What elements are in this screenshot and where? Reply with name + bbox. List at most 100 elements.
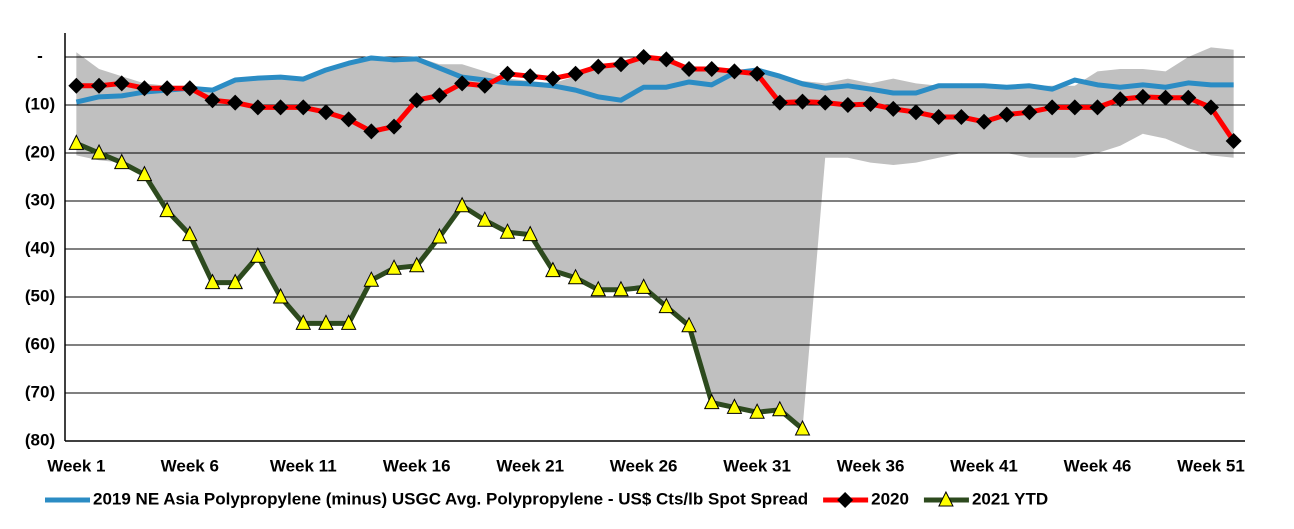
marker [408,256,425,273]
marker [1089,99,1106,116]
marker [635,278,652,294]
x-tick-label: Week 26 [610,456,678,475]
marker [771,400,788,417]
marker [363,123,380,140]
marker [454,75,471,92]
legend-marker [938,490,954,507]
marker [181,80,198,97]
marker [1044,99,1061,116]
y-tick-label: (10) [25,94,55,113]
marker [1157,89,1174,106]
marker [976,113,993,130]
x-tick-label: Week 6 [161,456,219,475]
marker [136,80,153,97]
marker [703,61,720,77]
marker [522,68,539,85]
marker [476,211,493,227]
marker [340,314,357,330]
marker [227,94,244,111]
marker [590,58,607,75]
marker [885,100,902,117]
marker [794,93,811,110]
marker [1202,99,1219,116]
marker [91,143,107,160]
marker [68,77,85,94]
marker [295,99,312,116]
marker [522,225,539,242]
y-tick-label: (60) [25,334,55,353]
legend-label: 2021 YTD [972,489,1048,508]
marker [545,261,561,278]
marker [544,70,561,87]
legend-label: 2019 NE Asia Polypropylene (minus) USGC … [93,489,808,508]
range-band [76,47,1234,430]
x-tick-label: Week 21 [496,456,564,475]
marker [749,403,765,419]
marker [204,273,221,290]
marker [1180,89,1197,106]
legend-label: 2020 [871,489,909,508]
x-tick-label: Week 46 [1064,456,1132,475]
marker [953,109,970,125]
x-tick-label: Week 36 [837,456,905,475]
marker [567,268,584,285]
series-line [76,54,1236,143]
marker [839,97,856,113]
marker [612,56,629,73]
marker [113,153,130,170]
series-line [75,55,1234,105]
y-tick-label: (40) [25,238,55,257]
marker [635,49,652,65]
marker [227,273,244,290]
x-tick-label: Week 1 [47,456,105,475]
y-tick-label: (20) [25,142,55,161]
marker [250,247,266,263]
marker [386,118,403,135]
marker [318,314,334,330]
y-tick-label: (30) [25,190,55,209]
marker [136,165,153,182]
marker [907,104,924,121]
legend-marker [837,492,854,508]
marker [862,96,879,113]
marker [272,99,289,116]
marker [817,94,834,111]
marker [181,225,198,242]
marker [794,419,811,436]
marker [499,223,516,239]
marker [1112,91,1129,108]
marker [159,80,176,97]
marker [317,104,334,121]
marker [681,316,697,333]
marker [1066,99,1083,116]
marker [91,77,108,94]
marker [681,61,698,77]
y-tick-label: (70) [25,382,55,401]
marker [454,196,470,213]
marker [930,109,947,125]
marker [408,92,425,109]
marker [113,75,130,92]
marker [272,287,289,304]
marker [658,51,675,68]
marker [771,94,788,111]
y-tick-label: (50) [25,286,55,305]
marker [1134,88,1151,105]
marker [590,280,607,297]
marker [703,393,720,410]
marker [1225,133,1242,149]
marker [1021,104,1038,121]
x-tick-label: Week 31 [723,456,791,475]
marker [567,65,584,82]
x-tick-label: Week 11 [270,456,337,475]
marker [249,99,266,116]
x-tick-label: Week 41 [950,456,1018,475]
x-tick-label: Week 16 [383,456,451,475]
y-tick-label: - [37,46,43,65]
marker [159,201,175,218]
x-tick-label: Week 51 [1177,456,1245,475]
marker [613,280,629,297]
marker [726,398,743,414]
marker [998,106,1015,123]
